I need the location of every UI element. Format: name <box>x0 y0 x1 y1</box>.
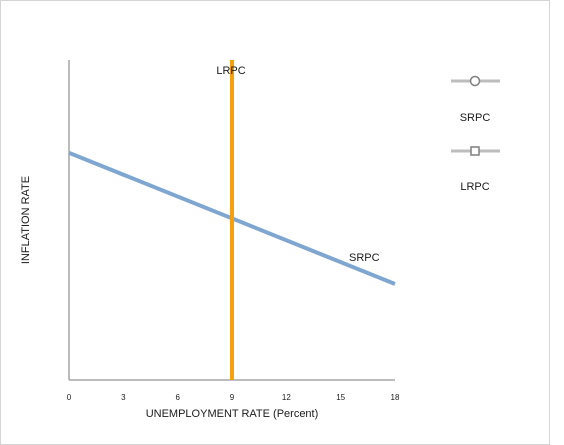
legend-srpc-label: SRPC <box>460 112 491 124</box>
x-tick-label: 9 <box>230 393 235 402</box>
lrpc-curve-label: LRPC <box>216 65 245 77</box>
circle-marker-icon <box>469 75 481 87</box>
x-tick-label: 6 <box>175 393 180 402</box>
x-tick-label: 0 <box>67 393 72 402</box>
chart-frame <box>0 0 550 445</box>
legend-srpc-tool[interactable] <box>451 75 500 87</box>
x-tick-labels: 0 3 6 9 12 15 18 <box>67 393 400 402</box>
y-axis-title: INFLATION RATE <box>20 176 32 264</box>
square-marker-icon <box>470 146 480 156</box>
legend-lrpc-tool[interactable] <box>451 146 500 156</box>
x-tick-label: 3 <box>121 393 126 402</box>
legend-lrpc-label: LRPC <box>460 181 489 193</box>
x-tick-label: 15 <box>336 393 345 402</box>
srpc-curve-label: SRPC <box>349 252 380 264</box>
x-tick-label: 12 <box>282 393 291 402</box>
x-axis-title: UNEMPLOYMENT RATE (Percent) <box>146 408 319 420</box>
x-tick-label: 18 <box>391 393 400 402</box>
legend: SRPC LRPC <box>451 75 500 193</box>
